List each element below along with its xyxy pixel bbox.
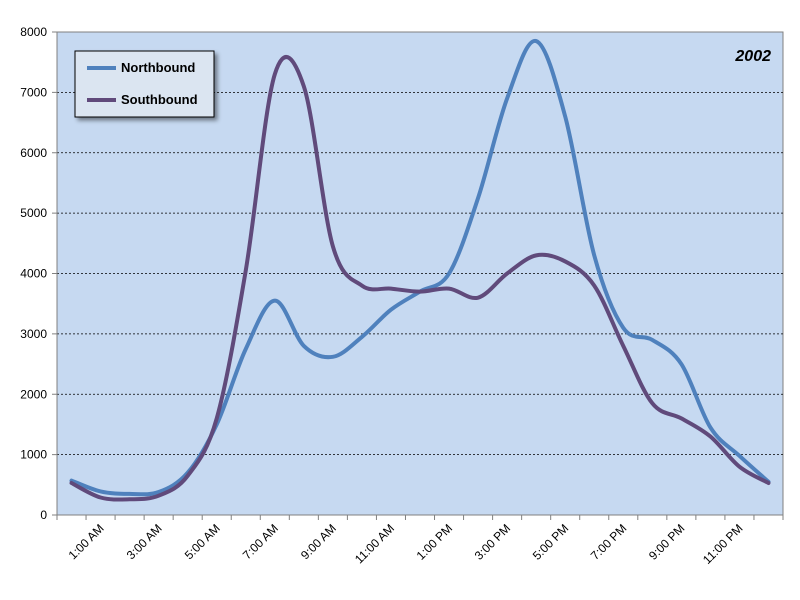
x-tick-label: 11:00 AM [352,521,397,566]
legend-label-northbound: Northbound [121,60,195,75]
x-tick-label: 3:00 PM [472,521,514,563]
legend-box [74,50,215,118]
x-tick-label: 7:00 PM [588,521,630,563]
x-tick-label: 1:00 AM [66,521,107,562]
series-lines [69,39,771,502]
x-axis: 1:00 AM 3:00 AM 5:00 AM 7:00 AM 9:00 AM 11:00… [56,514,784,567]
x-tick-label: 3:00 AM [124,521,165,562]
legend: Northbound Southbound [74,50,215,118]
y-tick-label: 7000 [20,85,47,99]
y-tick-label: 3000 [20,327,47,341]
legend-label-southbound: Southbound [121,92,198,107]
y-axis: 0 1000 2000 3000 4000 5000 6000 7000 8000 [20,25,58,522]
x-tick-label: 5:00 AM [182,521,223,562]
x-tick-label: 1:00 PM [414,521,456,563]
y-tick-label: 0 [40,508,47,522]
y-tick-label: 4000 [20,267,47,281]
series-line-southbound [69,55,771,502]
y-tick-label: 5000 [20,206,47,220]
x-tick-label: 7:00 AM [240,521,281,562]
x-tick-label: 11:00 PM [700,521,746,567]
year-annotation: 2002 [734,48,771,65]
x-tick-label: 9:00 AM [298,521,339,562]
x-tick-label: 9:00 PM [646,521,688,563]
y-tick-label: 1000 [20,448,47,462]
y-tick-label: 6000 [20,146,47,160]
y-tick-label: 2000 [20,387,47,401]
x-tick-label: 5:00 PM [530,521,572,563]
y-tick-label: 8000 [20,25,47,39]
